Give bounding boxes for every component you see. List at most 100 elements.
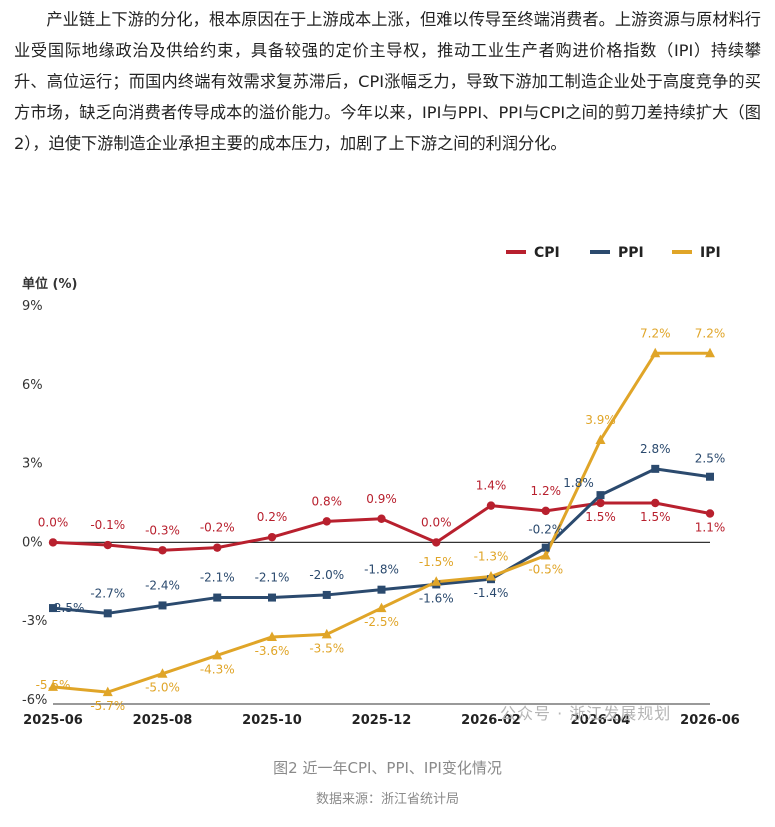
data-label-ppi: 2.5%	[695, 452, 726, 466]
x-tick-label: 2025-08	[133, 713, 193, 728]
point-ppi	[651, 464, 660, 473]
data-label-cpi: -0.3%	[145, 523, 180, 537]
point-cpi	[651, 498, 660, 508]
y-tick-label: -6%	[22, 693, 47, 708]
data-label-cpi: -0.2%	[200, 521, 235, 535]
point-ppi	[213, 593, 222, 602]
data-source: 数据来源：浙江省统计局	[315, 792, 459, 807]
point-cpi	[486, 501, 496, 510]
watermark: 公众号 · 浙江发展规划	[500, 704, 672, 723]
point-cpi	[103, 540, 112, 550]
chart-legend: CPI PPI IPI	[506, 245, 721, 261]
point-ipi	[48, 681, 58, 691]
chart-svg: CPI PPI IPI 单位 (%) 9%6%3%0%-3%-6% 2025-06 2…	[22, 245, 740, 728]
legend-label-ppi: PPI	[618, 245, 644, 261]
data-label-cpi: 0.0%	[421, 515, 452, 529]
data-label-cpi: 0.8%	[312, 494, 343, 508]
point-ipi	[267, 631, 277, 641]
point-ipi	[431, 576, 442, 586]
data-label-ipi: -5.5%	[36, 678, 71, 692]
point-cpi	[267, 532, 277, 542]
data-label-ipi: 7.2%	[695, 326, 726, 340]
y-tick-label: 0%	[22, 535, 43, 550]
y-tick-label: 3%	[22, 457, 43, 472]
point-cpi	[705, 509, 715, 518]
data-label-ipi: 7.2%	[640, 326, 671, 340]
point-cpi	[322, 517, 331, 526]
point-ppi	[377, 585, 386, 594]
series-markers	[48, 347, 715, 697]
point-ipi	[540, 550, 551, 560]
data-label-ppi: -2.5%	[50, 601, 85, 615]
point-ppi	[322, 590, 331, 599]
data-label-cpi: 0.2%	[257, 510, 288, 524]
data-label-ipi: -1.3%	[474, 550, 509, 564]
point-cpi	[541, 506, 550, 516]
point-ppi	[541, 543, 550, 552]
y-tick-label: -3%	[22, 614, 47, 629]
data-label-ipi: -5.7%	[90, 699, 125, 713]
point-ipi	[705, 347, 715, 358]
data-label-ppi: 1.8%	[563, 476, 594, 490]
y-unit-label: 单位 (%)	[22, 276, 77, 292]
x-axis: 2025-06 2025-08 2025-10 2025-12 2026-02 2026-…	[23, 703, 740, 728]
point-ppi	[158, 601, 167, 610]
point-ipi	[157, 668, 168, 678]
figure-caption: 图2 近一年CPI、PPI、IPI变化情况	[273, 759, 502, 777]
data-label-ppi: -1.6%	[419, 591, 454, 605]
y-tick-label: 6%	[22, 378, 43, 393]
data-label-cpi: 0.0%	[38, 515, 69, 529]
data-label-ppi: 2.8%	[640, 442, 671, 456]
data-label-cpi: 1.1%	[695, 521, 726, 535]
point-ipi	[486, 571, 496, 581]
data-label-ipi: -5.0%	[145, 681, 180, 695]
x-tick-label: 2025-12	[352, 713, 412, 728]
point-cpi	[48, 538, 58, 547]
point-cpi	[377, 514, 386, 523]
data-label-cpi: 1.5%	[585, 510, 616, 524]
point-ppi	[49, 604, 57, 613]
data-label-cpi: 0.9%	[366, 492, 397, 506]
price-index-chart: CPI PPI IPI 单位 (%) 9% 6% 3% 0% -3% -6% 2025-06 2…	[0, 232, 775, 752]
data-label-ppi: -2.4%	[145, 578, 180, 592]
point-ipi	[376, 602, 387, 613]
data-label-ppi: -0.2%	[528, 523, 563, 537]
point-cpi	[158, 546, 167, 555]
data-label-ipi: 3.9%	[585, 413, 616, 427]
x-tick-label: 2026-02	[461, 713, 521, 728]
point-ipi	[321, 628, 332, 639]
data-label-ppi: -2.7%	[90, 586, 125, 600]
point-ppi	[103, 609, 112, 618]
data-label-ipi: -2.5%	[364, 615, 399, 629]
x-tick-label: 2025-06	[23, 713, 83, 728]
x-tick-label: 2025-10	[242, 713, 302, 728]
data-label-ppi: -2.1%	[200, 571, 235, 585]
data-label-ppi: -1.4%	[474, 586, 509, 600]
data-label-ppi: -2.0%	[309, 568, 344, 582]
legend-label-ipi: IPI	[700, 245, 721, 261]
point-ppi	[706, 472, 714, 481]
point-cpi	[596, 498, 605, 508]
data-label-cpi: 1.5%	[640, 510, 671, 524]
data-label-cpi: -0.1%	[90, 518, 125, 532]
point-ipi	[595, 434, 606, 444]
point-ppi	[268, 593, 276, 602]
point-ipi	[102, 686, 113, 697]
data-label-ipi: -1.5%	[419, 555, 454, 569]
point-cpi	[432, 538, 441, 547]
data-label-ppi: -2.1%	[255, 571, 290, 585]
legend-label-cpi: CPI	[534, 245, 560, 261]
point-ipi	[650, 347, 661, 358]
data-label-cpi: 1.4%	[476, 479, 507, 493]
x-tick-label: 2026-06	[680, 713, 740, 728]
point-cpi	[213, 543, 222, 552]
data-label-ipi: -4.3%	[200, 662, 235, 676]
data-labels: 0.0% -0.1% -0.3% -0.2% 0.2% 0.8% 0.9% 0.0% 1.4% 1…	[36, 326, 726, 713]
point-ppi	[596, 491, 605, 500]
article-paragraph: 产业链上下游的分化，根本原因在于上游成本上涨，但难以传导至终端消费者。上游资源与…	[14, 10, 761, 153]
x-tick-label: 2026-04	[571, 713, 631, 728]
data-label-ipi: -3.6%	[255, 644, 290, 658]
point-ipi	[212, 649, 223, 660]
article-text: 产业链上下游的分化，根本原因在于上游成本上涨，但难以传导至终端消费者。上游资源与…	[14, 4, 761, 159]
data-label-ipi: -3.5%	[309, 641, 344, 655]
